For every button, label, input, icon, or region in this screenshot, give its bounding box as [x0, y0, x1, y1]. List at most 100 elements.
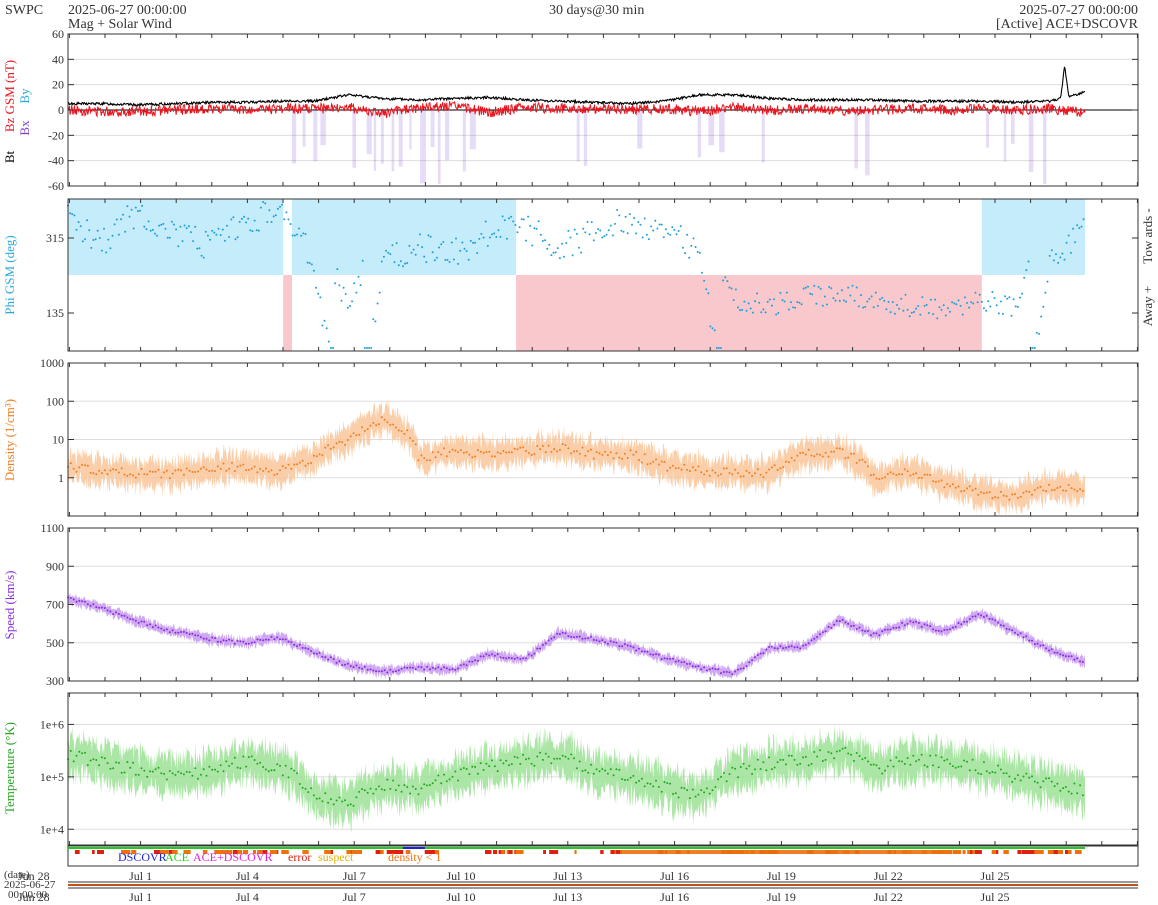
- density-point: [279, 469, 281, 472]
- phi-point: [158, 224, 161, 227]
- speed-point: [946, 628, 949, 631]
- temp-point: [216, 770, 219, 773]
- density-point: [657, 463, 660, 466]
- density-point: [298, 461, 301, 464]
- temp-point: [140, 767, 143, 770]
- phi-point: [111, 234, 114, 237]
- density-point: [556, 450, 559, 453]
- phi-point: [200, 254, 203, 257]
- temp-point: [660, 790, 663, 793]
- density-point: [564, 444, 567, 447]
- speed-point: [892, 626, 895, 629]
- speed-point: [194, 634, 197, 637]
- phi-point: [508, 217, 510, 220]
- speed-point: [259, 638, 262, 641]
- phi-point: [338, 284, 341, 287]
- temp-point: [78, 750, 81, 753]
- temp-point: [807, 764, 810, 767]
- speed-point: [457, 667, 460, 670]
- phi-point: [317, 292, 320, 295]
- phi-point: [92, 239, 95, 241]
- temp-point: [573, 757, 575, 760]
- density-point: [932, 480, 935, 483]
- density-point: [188, 469, 191, 472]
- bz-south-spike: [409, 110, 412, 150]
- temp-point: [182, 773, 185, 776]
- temp-point: [1036, 781, 1039, 784]
- density-point: [759, 473, 762, 476]
- density-point: [816, 453, 819, 456]
- speed-point: [397, 669, 400, 672]
- density-point: [358, 433, 361, 436]
- temp-point: [1064, 786, 1067, 788]
- phi-point: [1033, 347, 1036, 349]
- phi-point: [705, 288, 708, 291]
- phi-point: [1072, 227, 1074, 230]
- phi-point: [259, 206, 262, 209]
- temp-point: [361, 788, 363, 791]
- phi-point: [164, 227, 167, 230]
- temp-point: [799, 762, 802, 765]
- speed-ytick-label: 500: [46, 636, 64, 650]
- speed-point: [652, 653, 655, 656]
- temp-point: [592, 772, 595, 775]
- density-point: [728, 472, 731, 474]
- speed-point: [199, 636, 202, 639]
- speed-point: [165, 628, 168, 631]
- speed-point: [570, 635, 573, 638]
- speed-point: [802, 644, 804, 647]
- speed-point: [420, 666, 423, 669]
- density-point: [680, 468, 683, 471]
- temp-point: [999, 768, 1002, 771]
- phi-point: [887, 300, 890, 303]
- phi-point: [105, 251, 108, 254]
- temp-point: [154, 768, 157, 771]
- bz-south-spike: [430, 110, 435, 148]
- phi-point: [955, 303, 958, 306]
- speed-point: [821, 631, 824, 634]
- speed-point: [629, 645, 632, 648]
- density-point: [847, 456, 850, 459]
- speed-point: [751, 659, 754, 662]
- speed-point: [386, 671, 389, 674]
- temp-point: [279, 764, 281, 767]
- date-tick-label-bottom: Jul 13: [553, 890, 582, 904]
- flag-mark: [228, 850, 233, 854]
- density-point: [276, 472, 279, 475]
- density-point: [315, 455, 318, 458]
- phi-point: [597, 228, 600, 231]
- speed-point: [202, 637, 205, 640]
- legend-suspect: suspect: [318, 850, 354, 864]
- speed-point: [321, 655, 324, 658]
- speed-point: [137, 621, 140, 624]
- phi-point: [832, 297, 835, 300]
- flag-mark: [957, 850, 962, 854]
- temp-point: [963, 759, 966, 762]
- density-point: [369, 424, 372, 427]
- density-point: [355, 434, 358, 437]
- density-point: [960, 490, 963, 493]
- density-point: [499, 452, 502, 455]
- speed-point: [301, 646, 304, 649]
- density-point: [78, 466, 81, 469]
- phi-point: [204, 230, 207, 233]
- density-point: [652, 460, 655, 463]
- phi-point: [681, 246, 684, 249]
- phi-point: [698, 251, 701, 254]
- phi-point: [999, 300, 1002, 303]
- phi-point: [1040, 315, 1043, 318]
- temp-point: [587, 771, 590, 774]
- temp-point: [380, 788, 383, 791]
- temp-point: [821, 760, 824, 762]
- speed-point: [567, 635, 570, 638]
- speed-point: [674, 660, 677, 663]
- bz-south-spike: [373, 110, 377, 171]
- temp-point: [253, 759, 256, 761]
- speed-point: [491, 653, 493, 656]
- density-point: [129, 473, 132, 476]
- phi-point: [968, 306, 971, 309]
- phi-point: [243, 215, 245, 218]
- density-point: [867, 465, 869, 468]
- speed-point: [256, 638, 259, 641]
- bz-south-spike: [719, 110, 725, 153]
